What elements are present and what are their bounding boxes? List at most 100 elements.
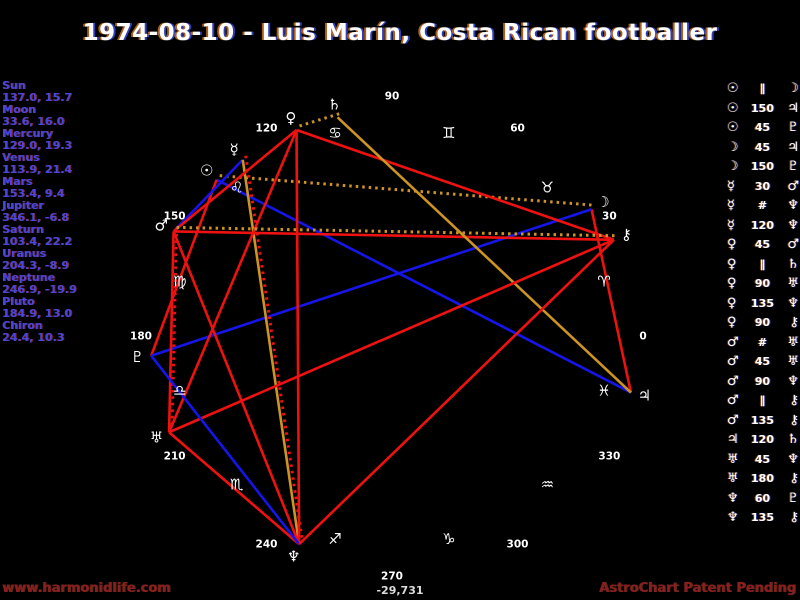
aspect-type: 135 xyxy=(751,413,774,427)
zodiac-aquarius-icon: ♒ xyxy=(541,475,554,493)
patent-notice: AstroChart Patent Pending xyxy=(599,581,796,596)
planet1-glyph-icon: ☿ xyxy=(727,198,735,214)
planet1-glyph-icon: ♀ xyxy=(727,295,737,311)
planet-name-uranus: Uranus xyxy=(2,247,46,260)
aspect-row: ♀ 90 ⚷ xyxy=(727,313,799,333)
aspect-type: ∥ xyxy=(759,394,766,408)
aspect-line-mercury-neptune xyxy=(241,159,301,545)
aspect-type: 180 xyxy=(751,472,774,486)
zodiac-gemini-icon: ♊ xyxy=(442,124,455,142)
tick-label-330: 330 xyxy=(598,451,620,463)
aspect-line-venus-saturn xyxy=(299,111,341,128)
aspect-line-uranus-neptune xyxy=(168,431,300,546)
aspect-row: ♀ 90 ♅ xyxy=(727,274,799,294)
planet1-glyph-icon: ♀ xyxy=(727,237,737,253)
planet1-glyph-icon: ♆ xyxy=(727,510,739,526)
aspect-type: # xyxy=(757,335,768,349)
aspect-type: 150 xyxy=(751,160,774,174)
planet-mars-icon: ♂ xyxy=(155,217,168,235)
tick-label-150: 150 xyxy=(164,211,186,223)
planet2-glyph-icon: ☽ xyxy=(787,81,799,97)
planet-positions-panel: Sun 137.0, 15.7 Moon 33.6, 16.0 Mercury 129.0… xyxy=(2,80,120,344)
planet-values-mars: 153.4, 9.4 xyxy=(2,187,65,200)
aspect-row: ♀ ∥ ♄ xyxy=(727,255,799,275)
planet2-glyph-icon: ⚷ xyxy=(789,393,799,409)
planet-values-venus: 113.9, 21.4 xyxy=(2,163,72,176)
aspect-type: 45 xyxy=(754,452,771,466)
aspect-row: ♂ 45 ♅ xyxy=(727,352,799,372)
planet1-glyph-icon: ♀ xyxy=(727,256,737,272)
page-title: 1974-08-10 - Luis Marín, Costa Rican foo… xyxy=(82,20,718,46)
zodiac-aries-icon: ♈ xyxy=(597,273,610,291)
planet-sun-icon: ☉ xyxy=(200,162,213,180)
aspect-row: ♃ 120 ♄ xyxy=(727,430,799,450)
planet-mercury-icon: ☿ xyxy=(229,141,238,159)
planet1-glyph-icon: ♀ xyxy=(727,276,737,292)
planet2-glyph-icon: ♃ xyxy=(787,139,799,155)
website-link: www.harmonidlife.com xyxy=(2,581,171,596)
tick-label-30: 30 xyxy=(602,211,617,223)
planet-name-moon: Moon xyxy=(2,103,36,116)
aspect-line-mars-neptune xyxy=(172,230,301,545)
aspect-type: 120 xyxy=(751,433,774,447)
aspect-type: 30 xyxy=(754,179,771,193)
zodiac-scorpio-icon: ♏ xyxy=(230,475,244,493)
planet2-glyph-icon: ♅ xyxy=(787,276,799,292)
planet2-glyph-icon: ⚷ xyxy=(789,412,799,428)
aspect-row: ♂ 135 ⚷ xyxy=(727,411,799,431)
tick-label-0: 0 xyxy=(639,331,646,343)
planet-saturn-icon: ♄ xyxy=(328,96,341,114)
planet1-glyph-icon: ☉ xyxy=(727,120,739,136)
planet2-glyph-icon: ♅ xyxy=(787,334,799,350)
tick-label-60: 60 xyxy=(510,123,525,135)
planet-name-neptune: Neptune xyxy=(2,271,55,284)
planet1-glyph-icon: ♂ xyxy=(727,334,739,350)
aspect-line-mars-chiron xyxy=(176,225,617,238)
aspect-type: 45 xyxy=(754,355,771,369)
tick-label-210: 210 xyxy=(164,451,186,463)
planet2-glyph-icon: ♆ xyxy=(787,295,799,311)
planet2-glyph-icon: ♂ xyxy=(787,237,799,253)
aspect-row: ♂ # ♅ xyxy=(727,333,799,353)
planet2-glyph-icon: ♂ xyxy=(787,178,799,194)
zodiac-pisces-icon: ♓ xyxy=(597,381,610,399)
aspect-type: 150 xyxy=(751,101,774,115)
aspect-type: 120 xyxy=(751,218,774,232)
aspect-line-mercury-mars xyxy=(172,158,244,233)
aspect-type: 90 xyxy=(754,374,771,388)
aspect-row: ☿ # ♆ xyxy=(727,196,799,216)
planet2-glyph-icon: ♄ xyxy=(787,256,799,272)
tick-label-240: 240 xyxy=(256,538,278,550)
planet2-glyph-icon: ⚷ xyxy=(789,471,799,487)
planet1-glyph-icon: ☿ xyxy=(727,217,735,233)
planet2-glyph-icon: ♇ xyxy=(787,120,799,136)
planet-chiron-icon: ⚷ xyxy=(621,225,632,243)
planet1-glyph-icon: ♅ xyxy=(727,451,739,467)
planet-neptune-icon: ♆ xyxy=(287,547,300,565)
aspect-line-moon-pluto xyxy=(150,208,592,357)
tick-label-180: 180 xyxy=(130,331,152,343)
planet2-glyph-icon: ⚷ xyxy=(789,510,799,526)
planet-values-neptune: 246.9, -19.9 xyxy=(2,283,77,296)
aspect-line-mars-uranus xyxy=(167,231,175,433)
planet-values-jupiter: 346.1, -6.8 xyxy=(2,211,69,224)
planet-name-chiron: Chiron xyxy=(2,319,43,332)
aspect-row: ☉ 45 ♇ xyxy=(727,118,799,138)
zodiac-sagittarius-icon: ♐ xyxy=(328,530,341,548)
aspect-type: 45 xyxy=(754,121,771,135)
planet-values-mercury: 129.0, 19.3 xyxy=(2,139,72,152)
planet-pluto-icon: ♇ xyxy=(131,348,144,366)
aspect-row: ♆ 60 ♇ xyxy=(727,489,799,509)
planet1-glyph-icon: ♂ xyxy=(727,412,739,428)
planet1-glyph-icon: ♅ xyxy=(727,471,739,487)
planet-name-sun: Sun xyxy=(2,79,26,92)
planet-name-jupiter: Jupiter xyxy=(2,199,44,212)
planet1-glyph-icon: ☉ xyxy=(727,100,739,116)
aspect-line-venus-mars xyxy=(172,128,298,233)
aspect-row: ☉ ∥ ☽ xyxy=(727,79,799,99)
aspect-row: ♅ 45 ♆ xyxy=(727,450,799,470)
aspect-type: 45 xyxy=(754,238,771,252)
planet-name-saturn: Saturn xyxy=(2,223,44,236)
aspect-line-venus-chiron xyxy=(296,128,615,242)
aspect-type: 90 xyxy=(754,277,771,291)
